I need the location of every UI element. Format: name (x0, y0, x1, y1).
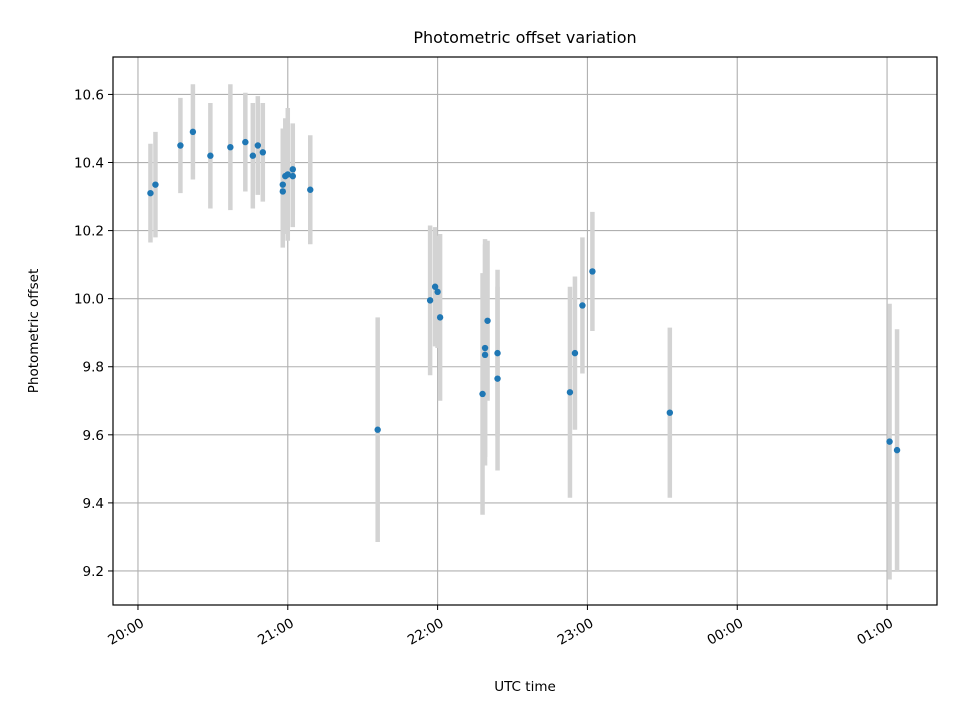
data-point (249, 152, 257, 159)
data-point (893, 446, 901, 454)
data-point (259, 149, 267, 156)
data-point (374, 426, 381, 433)
data-point (207, 152, 214, 159)
data-point (307, 186, 314, 193)
y-tick-label: 9.2 (83, 564, 104, 580)
data-point (494, 349, 501, 357)
chart-title: Photometric offset variation (413, 28, 636, 47)
data-points (147, 128, 901, 454)
plot-area (113, 57, 937, 605)
data-point (666, 409, 674, 416)
y-tick-label: 9.4 (83, 496, 104, 512)
data-point (886, 438, 893, 445)
y-axis-label: Photometric offset (26, 269, 42, 393)
data-point (579, 302, 586, 309)
data-point (481, 351, 489, 359)
data-point (289, 172, 296, 180)
data-point (484, 317, 491, 324)
y-tick-label: 9.6 (83, 428, 104, 444)
y-tick-label: 10.4 (74, 156, 104, 172)
data-point (479, 390, 486, 398)
data-point (227, 143, 234, 151)
data-point (177, 142, 184, 149)
data-point (279, 188, 286, 195)
data-point (571, 349, 579, 357)
data-point (254, 142, 262, 149)
plot-frame (112, 56, 938, 606)
data-point (242, 138, 249, 146)
y-tick-label: 10.0 (74, 292, 104, 308)
data-point (431, 283, 439, 290)
data-point (566, 389, 574, 396)
data-point (434, 288, 441, 296)
x-axis-label: UTC time (494, 679, 556, 695)
data-point (147, 189, 154, 197)
data-point (481, 344, 489, 352)
y-tick-label: 10.6 (74, 87, 104, 103)
data-point (426, 297, 434, 304)
data-point (189, 128, 197, 136)
data-point (284, 171, 291, 178)
data-point (289, 166, 296, 173)
data-point (436, 314, 444, 321)
y-tick-label: 10.2 (74, 224, 104, 240)
data-point (494, 375, 501, 382)
data-point (279, 181, 286, 188)
y-tick-label: 9.8 (83, 360, 104, 376)
data-point (589, 268, 596, 275)
data-point (152, 181, 159, 188)
